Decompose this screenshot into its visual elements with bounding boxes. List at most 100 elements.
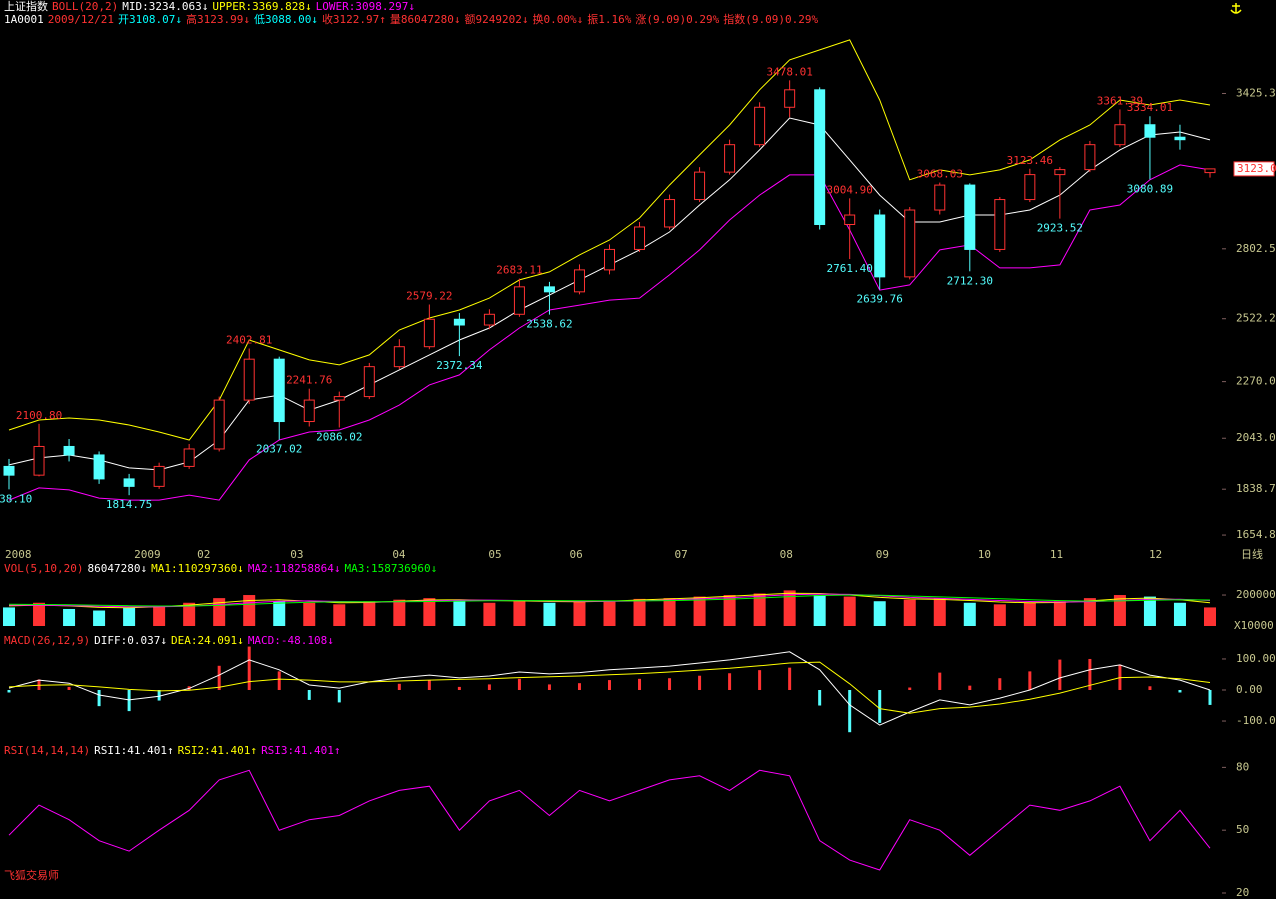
volume-bar [663,598,676,626]
header-item: BOLL(20,2) [52,0,118,13]
candle-body [303,399,315,423]
volume-bar [813,595,826,626]
volume-bar [393,599,406,626]
candle-body [934,184,946,211]
x-tick-label: 07 [675,548,688,561]
header-item: 1A0001 [4,13,44,26]
candle-body [423,318,435,348]
header-item: 收3122.97↑ [322,12,386,26]
line [8,164,1211,501]
header-item: 上证指数 [4,0,48,13]
header-item: MACD(26,12,9) [4,634,90,647]
price-annotation: 3361.39 [1097,94,1143,107]
header-item: 开3108.07↓ [118,13,182,26]
period-label: 日线 [1241,547,1263,561]
candle-body [1114,124,1126,146]
candle-body [1024,174,1036,201]
volume-bar [693,596,706,626]
header-item: 高3123.99↓ [186,12,250,26]
y-tick-label: 2270.0 [1236,375,1276,388]
x-tick-label: 02 [197,548,210,561]
header-item: DEA:24.091↓ [171,634,244,647]
candle-body [213,399,225,450]
header-item: LOWER:3098.297↓ [316,0,415,13]
header-item: VOL(5,10,20) [4,562,83,575]
header-item: MA2:118258864↓ [248,562,341,575]
volume-bar [1083,598,1096,626]
line [8,39,1211,441]
y-tick-label: 3425.3 [1236,86,1276,99]
price-annotation: 2712.30 [947,274,993,287]
candle-body [1144,124,1156,138]
volume-bar [873,601,886,626]
volume-bar [573,602,586,626]
volume-bar [453,599,466,626]
volume-bar [1203,607,1216,626]
volume-bar [423,598,436,626]
volume-bar [123,607,136,626]
price-annotation: 1838.10 [0,492,32,505]
unit-label: X10000 [1234,619,1274,632]
volume-bar [633,598,646,626]
price-annotation: 2761.40 [827,262,873,275]
header-item: RSI1:41.401↑ [94,744,173,757]
price-annotation: 2086.02 [316,431,362,444]
watermark: 飞狐交易师 [4,868,59,882]
x-tick-label: 2008 [5,548,32,561]
line [8,651,1211,726]
x-tick-label: 03 [290,548,303,561]
volume-bar [603,600,616,626]
candle-body [814,89,826,225]
candle-body [243,358,255,401]
candle-body [3,465,15,476]
x-tick-label: 08 [780,548,793,561]
y-tick-label: 1654.8 [1236,528,1276,541]
candle-body [634,226,646,250]
volume-bar [243,595,256,626]
line [8,661,1211,714]
volume-bar [783,590,796,626]
volume-bar [483,602,496,626]
x-tick-label: 06 [569,548,582,561]
price-annotation: 2037.02 [256,443,302,456]
header-item: 额9249202↓ [465,13,529,26]
header-item: 振1.16% [587,12,631,26]
candle-body [1204,168,1216,174]
header-item: 2009/12/21 [48,13,114,26]
volume-bar [513,601,526,626]
candle-body [784,89,796,108]
candle-body [603,248,615,271]
volume-bar [183,602,196,626]
header-item: 量86047280↓ [390,13,461,26]
candle-body [123,478,135,487]
header-item: MA1:110297360↓ [151,562,244,575]
x-tick-label: 10 [978,548,991,561]
y-tick-label: 80 [1236,760,1249,773]
candle-body [183,448,195,467]
candle-body [964,184,976,250]
volume-bar [1023,602,1036,626]
volume-bar [903,599,916,626]
volume-bar [93,610,106,626]
y-tick-label: -100.00 [1236,714,1276,727]
candle-body [513,286,525,315]
volume-bar [963,602,976,626]
header-item: 86047280↓ [87,562,147,575]
price-annotation: 2683.11 [496,264,542,277]
candle-body [904,209,916,278]
candle-body [724,144,736,173]
price-annotation: 3123.46 [1007,154,1053,167]
candle-body [93,454,105,480]
candle-body [453,318,465,326]
header-item: 低3088.00↓ [254,13,318,26]
volume-bar [1173,602,1186,626]
header-item: MID:3234.063↓ [122,0,208,13]
volume-bar [843,596,856,626]
price-annotation: 3080.89 [1127,182,1173,195]
header-item: DIFF:0.037↓ [94,634,167,647]
x-tick-label: 04 [392,548,406,561]
volume-bar [333,604,346,626]
header-item: RSI3:41.401↑ [261,744,340,757]
price-annotation: 2372.34 [436,359,483,372]
